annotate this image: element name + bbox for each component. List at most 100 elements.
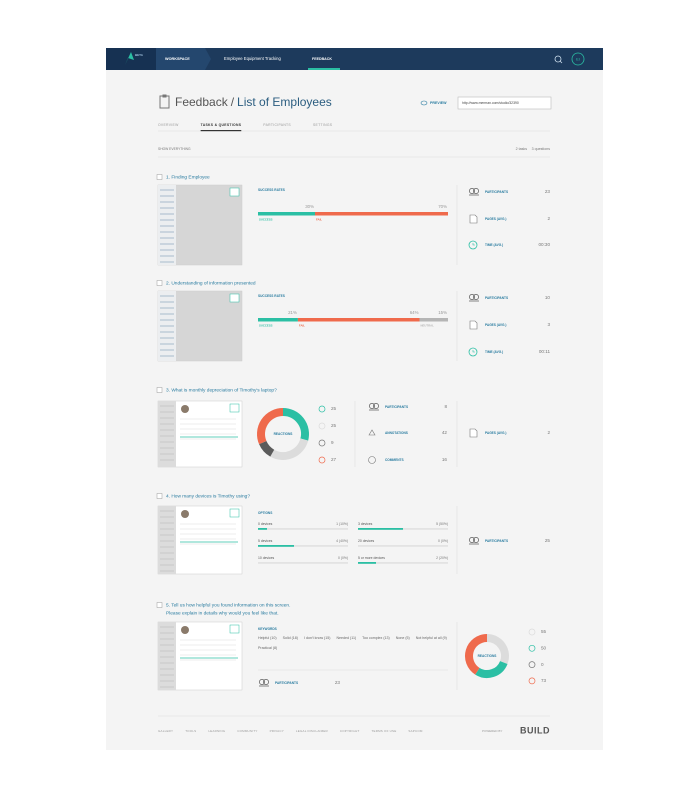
footer-link[interactable]: GALLERY xyxy=(158,729,173,733)
url-text: http://www.merman.com/studio/32390 xyxy=(462,101,519,105)
option-label: 0 devices xyxy=(258,522,273,526)
nav-project[interactable]: Employee Equipment Tracking xyxy=(224,56,281,61)
tab[interactable]: PARTICIPANTS xyxy=(263,123,291,127)
thumbnail-photo xyxy=(181,626,189,634)
task-checkbox[interactable] xyxy=(156,174,163,180)
preview-button[interactable]: PREVIEW xyxy=(430,101,447,105)
comments-icon xyxy=(368,456,376,464)
nav-workspace[interactable]: WORKSPACE xyxy=(165,57,190,61)
time-icon xyxy=(468,240,478,250)
stat-value: 2 xyxy=(547,216,550,221)
participants-icon xyxy=(469,537,475,543)
activity-label: PARTICIPANTS xyxy=(385,405,408,409)
reaction-icon xyxy=(528,661,536,668)
success-percent: 64% xyxy=(410,310,419,315)
keyword[interactable]: Not helpful at all (9) xyxy=(416,636,447,640)
tab[interactable]: TASKS & QUESTIONS xyxy=(201,123,242,127)
reaction-icon xyxy=(528,677,536,685)
stat-label: PAGES (AVG.) xyxy=(485,217,507,221)
task-title: 3. What is monthly depreciation of Timot… xyxy=(166,387,277,393)
option-track xyxy=(258,562,348,564)
success-legend: SUCCESS xyxy=(259,324,273,328)
section-heading: KEYWORDS xyxy=(258,627,277,631)
thumbnail-sidebar xyxy=(158,185,176,265)
keyword[interactable]: Too complex (13) xyxy=(362,636,390,640)
thumbnail-sidebar xyxy=(158,506,176,574)
time-icon xyxy=(472,350,475,353)
title-text: Feedback xyxy=(175,95,229,109)
keyword[interactable]: None (5) xyxy=(396,636,410,640)
option-bar xyxy=(258,545,294,547)
activity-value: 8 xyxy=(444,404,447,409)
participants-icon xyxy=(263,679,269,685)
participants-icon xyxy=(473,188,479,194)
reaction-icon xyxy=(528,628,536,636)
stat-label: PARTICIPANTS xyxy=(485,190,508,194)
task-checkbox[interactable] xyxy=(156,602,163,608)
stat-label: PARTICIPANTS xyxy=(485,539,508,543)
avatar-initials: EI xyxy=(576,56,580,61)
option-count: 1 (10%) xyxy=(336,522,348,526)
activity-label: COMMENTS xyxy=(385,458,404,462)
option-track xyxy=(358,545,448,547)
tab[interactable]: OVERVIEW xyxy=(158,123,179,127)
reaction-count: 55 xyxy=(541,629,547,634)
powered-by: POWERED BY xyxy=(482,729,502,733)
donut-slice xyxy=(465,634,488,675)
option-label: 3 devices xyxy=(358,522,373,526)
keyword[interactable]: I don't know (15) xyxy=(304,636,330,640)
filter-dropdown[interactable]: SHOW EVERYTHING xyxy=(158,147,191,151)
reaction-icon xyxy=(318,456,326,464)
footer-link[interactable]: TOOLS xyxy=(185,729,196,733)
donut-slice xyxy=(257,408,284,445)
success-legend: FAIL xyxy=(316,218,322,222)
footer-link[interactable]: COPYRIGHT xyxy=(340,729,360,733)
success-percent: 30% xyxy=(305,204,314,209)
keyword[interactable]: Needed (11) xyxy=(336,636,356,640)
donut-slice xyxy=(270,438,309,460)
option-label: 5 or more devices xyxy=(358,556,385,560)
keyword[interactable]: Practical (8) xyxy=(258,646,277,650)
task-checkbox[interactable] xyxy=(156,493,163,499)
donut-label: REACTIONS xyxy=(274,432,293,436)
task-checkbox[interactable] xyxy=(156,280,163,286)
donut-slice xyxy=(486,634,509,664)
participants-icon xyxy=(473,294,479,300)
keyword[interactable]: Helpful (10) xyxy=(258,636,277,640)
option-track xyxy=(358,562,448,564)
footer-link[interactable]: LEGAL DISCLAIMER xyxy=(296,729,329,733)
reaction-count: 25 xyxy=(331,406,337,411)
stat-label: PARTICIPANTS xyxy=(485,296,508,300)
footer-link[interactable]: COMMUNITY xyxy=(237,729,257,733)
option-count: 0 (0%) xyxy=(338,556,348,560)
footer-link[interactable]: PRIVACY xyxy=(270,729,284,733)
footer-link[interactable]: LEARNING xyxy=(208,729,225,733)
pages-icon xyxy=(469,320,478,330)
stat-value: 2 xyxy=(547,430,550,435)
footer-link[interactable]: TERMS OF USE xyxy=(372,729,397,733)
donut-slice xyxy=(282,408,309,441)
task-count: 2 tasks xyxy=(516,147,528,151)
thumbnail-badge xyxy=(229,187,240,197)
footer-link[interactable]: SAPCOM xyxy=(408,729,423,733)
activity-value: 42 xyxy=(442,430,448,435)
activity-label: ANNOTATIONS xyxy=(385,431,408,435)
stat-label: PAGES (AVG.) xyxy=(485,431,507,435)
search-icon[interactable] xyxy=(554,55,562,63)
participants-icon xyxy=(473,537,479,543)
task-checkbox[interactable] xyxy=(156,387,163,393)
workspace-crumb xyxy=(156,48,211,70)
thumbnail-badge xyxy=(229,508,240,518)
url-field[interactable] xyxy=(457,96,552,110)
option-count: 0 (0%) xyxy=(438,539,448,543)
clipboard-clip xyxy=(162,94,167,98)
task-title: 2. Understanding of information presente… xyxy=(166,280,256,286)
annotations-icon xyxy=(368,429,376,436)
nav-current[interactable]: FEEDBACK xyxy=(312,57,332,61)
avatar[interactable] xyxy=(571,52,585,66)
keyword[interactable]: Solid (18) xyxy=(283,636,298,640)
tab[interactable]: SETTINGS xyxy=(313,123,333,127)
option-label: 20 devices xyxy=(358,539,375,543)
task-title: 5. Tell us how helpful you found informa… xyxy=(166,602,290,608)
